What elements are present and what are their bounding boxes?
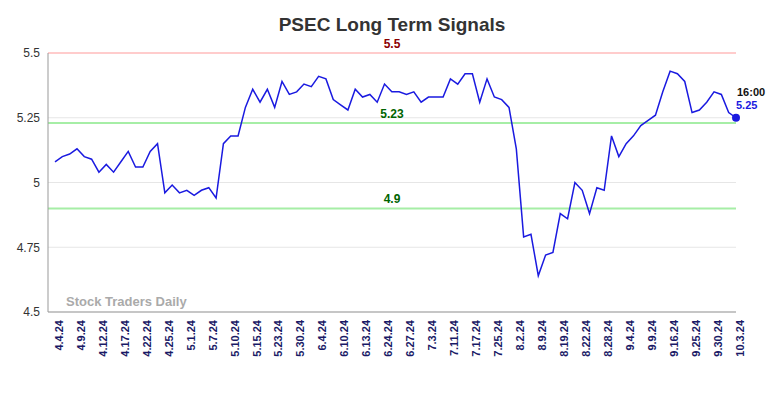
- svg-text:5.30.24: 5.30.24: [294, 319, 306, 357]
- svg-text:4.25.24: 4.25.24: [163, 319, 175, 357]
- svg-text:5.25: 5.25: [17, 111, 41, 125]
- svg-text:6.13.24: 6.13.24: [360, 319, 372, 357]
- svg-text:9.16.24: 9.16.24: [668, 319, 680, 357]
- svg-text:5.23: 5.23: [380, 107, 404, 121]
- svg-text:6.27.24: 6.27.24: [404, 319, 416, 357]
- svg-text:6.10.24: 6.10.24: [338, 319, 350, 357]
- svg-text:5.15.24: 5.15.24: [251, 319, 263, 357]
- svg-text:6.4.24: 6.4.24: [316, 319, 328, 350]
- svg-text:5.23.24: 5.23.24: [272, 319, 284, 357]
- svg-text:5.10.24: 5.10.24: [229, 319, 241, 357]
- svg-text:8.9.24: 8.9.24: [536, 319, 548, 350]
- svg-text:10.3.24: 10.3.24: [734, 319, 746, 357]
- svg-text:4.12.24: 4.12.24: [97, 319, 109, 357]
- html-text:PSEC Long Term Signals: PSEC Long Term Signals: [278, 14, 506, 35]
- svg-text:9.9.24: 9.9.24: [646, 319, 658, 350]
- svg-text:9.30.24: 9.30.24: [712, 319, 724, 357]
- svg-text:8.28.24: 8.28.24: [602, 319, 614, 357]
- svg-text:4.9.24: 4.9.24: [75, 319, 87, 350]
- svg-text:5.5: 5.5: [384, 37, 401, 51]
- svg-text:4.5: 4.5: [23, 305, 40, 319]
- svg-text:5: 5: [33, 176, 40, 190]
- svg-text:7.3.24: 7.3.24: [426, 319, 438, 350]
- svg-text:8.22.24: 8.22.24: [580, 319, 592, 357]
- svg-text:5.5: 5.5: [23, 46, 40, 60]
- svg-text:5.7.24: 5.7.24: [207, 319, 219, 350]
- svg-text:4.4.24: 4.4.24: [53, 319, 65, 350]
- html-text:Stock Traders Daily: Stock Traders Daily: [66, 294, 187, 309]
- svg-text:5.1.24: 5.1.24: [185, 319, 197, 350]
- svg-text:4.17.24: 4.17.24: [119, 319, 131, 357]
- svg-text:7.11.24: 7.11.24: [448, 319, 460, 356]
- svg-text:4.75: 4.75: [17, 241, 41, 255]
- svg-text:9.4.24: 9.4.24: [624, 319, 636, 350]
- svg-text:5.25: 5.25: [736, 99, 757, 111]
- svg-text:7.17.24: 7.17.24: [470, 319, 482, 357]
- svg-text:6.24.24: 6.24.24: [382, 319, 394, 357]
- svg-text:7.25.24: 7.25.24: [492, 319, 504, 357]
- svg-text:9.25.24: 9.25.24: [690, 319, 702, 357]
- svg-text:16:00: 16:00: [737, 86, 765, 98]
- svg-text:4.9: 4.9: [384, 192, 401, 206]
- svg-text:4.22.24: 4.22.24: [141, 319, 153, 357]
- svg-text:8.19.24: 8.19.24: [558, 319, 570, 357]
- svg-text:8.2.24: 8.2.24: [514, 319, 526, 350]
